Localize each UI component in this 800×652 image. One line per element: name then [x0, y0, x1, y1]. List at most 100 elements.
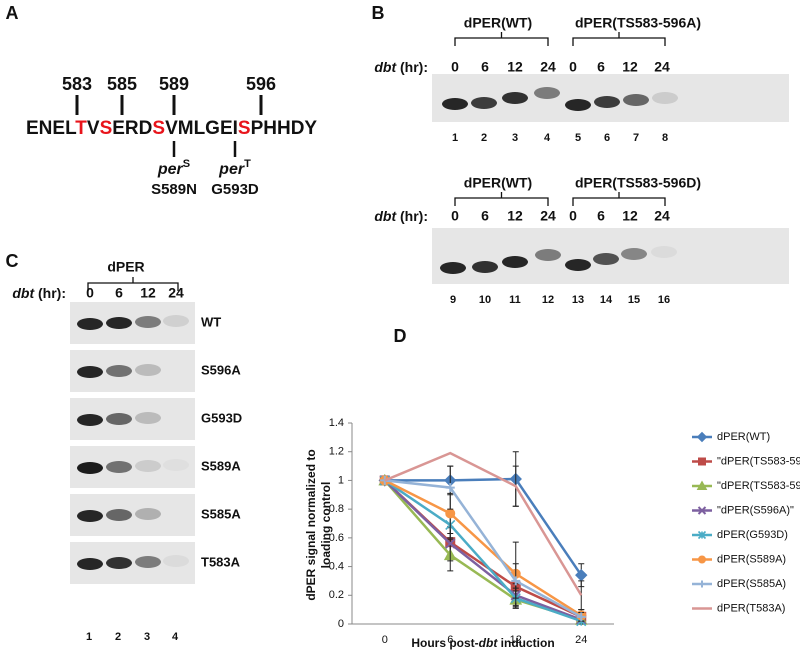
blot-band — [471, 97, 497, 109]
lane-number: 9 — [450, 294, 456, 306]
legend-label: dPER(WT) — [717, 431, 770, 443]
lane-number: 5 — [575, 132, 581, 144]
marker — [445, 508, 456, 519]
group-label: dPER(TS583-596D) — [575, 175, 701, 191]
row-label: WT — [201, 314, 221, 329]
series-line — [384, 479, 582, 617]
legend-label: "dPER(TS583-596A)" — [717, 455, 800, 467]
blot-band — [135, 412, 161, 424]
x-tick-label: 24 — [575, 634, 587, 646]
time-label: 12 — [622, 208, 638, 224]
residue-number: 583 — [62, 74, 92, 94]
blot-band — [651, 246, 677, 258]
blot-band — [106, 557, 132, 569]
y-tick-label: 1.2 — [329, 446, 344, 458]
lane-number: 12 — [542, 294, 554, 306]
allele: perS — [157, 158, 190, 178]
x-label-part: Hours post- — [411, 636, 478, 650]
time-label: 6 — [481, 59, 489, 75]
lane-number: 3 — [144, 631, 150, 643]
blot-band — [77, 558, 103, 570]
blot-band — [135, 364, 161, 376]
lane-number: 1 — [452, 132, 458, 144]
dbt-label: dbt (hr): — [374, 208, 428, 224]
dbt-rest: (hr): — [396, 208, 428, 224]
blot-band — [106, 317, 132, 329]
legend-marker — [698, 457, 706, 466]
series-line — [384, 479, 582, 623]
x-tick-label: 12 — [510, 634, 522, 646]
y-tick-label: 0.4 — [329, 560, 344, 572]
lane-number: 2 — [481, 132, 487, 144]
lane-number: 11 — [509, 294, 521, 306]
residue-number: 596 — [246, 74, 276, 94]
sequence-part: S — [238, 118, 251, 139]
time-label: 6 — [115, 285, 123, 301]
blot-band — [440, 262, 466, 274]
time-label: 6 — [597, 59, 605, 75]
time-label: 24 — [654, 59, 670, 75]
blot-band — [106, 509, 132, 521]
marker — [576, 612, 586, 622]
blot-band — [106, 413, 132, 425]
marker — [445, 538, 456, 549]
blot-band — [106, 365, 132, 377]
time-label: 0 — [569, 59, 577, 75]
bracket — [572, 32, 666, 46]
legend-marker — [698, 580, 706, 588]
blot-band — [442, 98, 468, 110]
time-label: 24 — [540, 59, 556, 75]
legend-label: dPER(T583A) — [717, 602, 785, 614]
lane-number: 8 — [662, 132, 668, 144]
blot-band — [594, 96, 620, 108]
x-label-part: induction — [497, 636, 554, 650]
lane-number: 2 — [115, 631, 121, 643]
dbt-rest: (hr): — [396, 59, 428, 75]
sequence: ENELTVSERDSVMLGEISPHHDY — [26, 118, 317, 139]
legend-label: "dPER(S596A)" — [717, 504, 794, 516]
residue-number: 589 — [159, 74, 189, 94]
sequence-part: VMLGEI — [165, 118, 238, 139]
mutation: S589N — [151, 181, 197, 198]
sequence-part: T — [75, 118, 87, 139]
blot-band — [135, 460, 161, 472]
residue-number: 585 — [107, 74, 137, 94]
bracket — [572, 192, 666, 206]
blot-band — [163, 315, 189, 327]
time-label: 0 — [86, 285, 94, 301]
time-label: 12 — [622, 59, 638, 75]
row-label: T583A — [201, 554, 241, 569]
y-tick-label: 0.2 — [329, 589, 344, 601]
blot-band — [534, 87, 560, 99]
sequence-part: ENEL — [26, 118, 77, 139]
lane-number: 10 — [479, 294, 491, 306]
blot-band — [163, 555, 189, 567]
sequence-part: ERD — [112, 118, 152, 139]
x-tick-label: 0 — [382, 634, 388, 646]
series-line — [384, 451, 583, 596]
time-label: 6 — [481, 208, 489, 224]
sequence-part: PHHDY — [251, 118, 318, 139]
panel-label: D — [394, 326, 407, 346]
blot-band — [621, 248, 647, 260]
y-axis-label: loading control — [319, 482, 333, 569]
allele: perT — [218, 158, 251, 178]
x-tick-label: 6 — [447, 634, 453, 646]
row-label: S589A — [201, 458, 241, 473]
time-label: 0 — [569, 208, 577, 224]
allele-name: per — [157, 161, 184, 178]
blot-band — [77, 462, 103, 474]
row-label: G593D — [201, 410, 242, 425]
error-bar — [578, 580, 585, 611]
blot-band — [135, 556, 161, 568]
allele-superscript: S — [183, 158, 190, 170]
y-tick-label: 1 — [338, 474, 344, 486]
blot-band — [77, 510, 103, 522]
blot-band — [565, 259, 591, 271]
lane-number: 14 — [600, 294, 613, 306]
sequence-part: V — [87, 118, 100, 139]
blot-band — [77, 318, 103, 330]
row-label: S596A — [201, 362, 241, 377]
legend-marker — [696, 431, 708, 443]
marker — [511, 576, 521, 586]
